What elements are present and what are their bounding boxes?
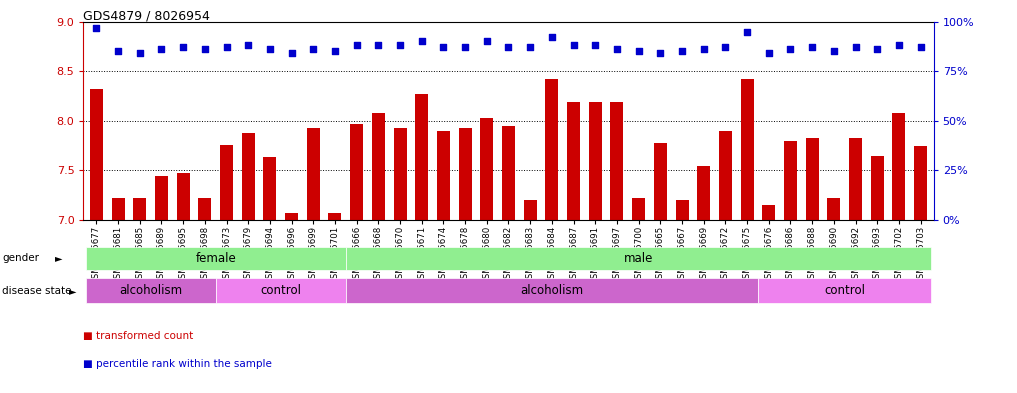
- Bar: [633, 198, 645, 220]
- Point: [847, 44, 863, 51]
- Text: control: control: [824, 284, 865, 298]
- Point: [326, 48, 343, 55]
- Bar: [763, 205, 775, 220]
- Bar: [285, 213, 298, 220]
- Point: [110, 48, 126, 55]
- Point: [500, 44, 517, 51]
- Point: [175, 44, 191, 51]
- Text: ■ percentile rank within the sample: ■ percentile rank within the sample: [83, 358, 273, 369]
- Bar: [589, 102, 602, 220]
- Point: [652, 50, 668, 57]
- Bar: [459, 128, 472, 220]
- Bar: [610, 102, 623, 220]
- Point: [457, 44, 473, 51]
- Text: male: male: [624, 252, 653, 265]
- Bar: [346, 278, 758, 303]
- Text: alcoholism: alcoholism: [521, 284, 584, 298]
- Point: [609, 46, 625, 53]
- Bar: [346, 247, 932, 270]
- Point: [240, 42, 256, 49]
- Bar: [85, 247, 346, 270]
- Bar: [719, 131, 732, 220]
- Bar: [524, 200, 537, 220]
- Point: [392, 42, 408, 49]
- Point: [717, 44, 733, 51]
- Bar: [437, 131, 450, 220]
- Point: [587, 42, 603, 49]
- Point: [414, 39, 430, 45]
- Text: alcoholism: alcoholism: [119, 284, 182, 298]
- Bar: [89, 89, 103, 220]
- Bar: [871, 156, 884, 220]
- Text: ►: ►: [69, 286, 76, 296]
- Bar: [85, 278, 216, 303]
- Bar: [914, 146, 928, 220]
- Point: [870, 46, 886, 53]
- Text: gender: gender: [2, 253, 39, 263]
- Point: [349, 42, 365, 49]
- Bar: [784, 141, 797, 220]
- Bar: [112, 198, 125, 220]
- Text: female: female: [195, 252, 236, 265]
- Text: GDS4879 / 8026954: GDS4879 / 8026954: [83, 10, 211, 23]
- Bar: [892, 113, 905, 220]
- Point: [522, 44, 538, 51]
- Point: [826, 48, 842, 55]
- Bar: [177, 173, 189, 220]
- Bar: [242, 133, 254, 220]
- Bar: [394, 128, 407, 220]
- Point: [696, 46, 712, 53]
- Bar: [220, 145, 233, 220]
- Text: control: control: [260, 284, 301, 298]
- Bar: [307, 128, 319, 220]
- Text: ■ transformed count: ■ transformed count: [83, 331, 193, 341]
- Bar: [827, 198, 840, 220]
- Point: [370, 42, 386, 49]
- Bar: [849, 138, 862, 220]
- Bar: [350, 124, 363, 220]
- Point: [912, 44, 929, 51]
- Text: disease state: disease state: [2, 286, 71, 296]
- Point: [739, 28, 756, 35]
- Bar: [216, 278, 346, 303]
- Bar: [502, 126, 515, 220]
- Point: [284, 50, 300, 57]
- Point: [154, 46, 170, 53]
- Point: [544, 34, 560, 40]
- Bar: [758, 278, 932, 303]
- Bar: [654, 143, 667, 220]
- Bar: [805, 138, 819, 220]
- Point: [196, 46, 213, 53]
- Point: [131, 50, 147, 57]
- Bar: [545, 79, 558, 220]
- Bar: [155, 176, 168, 220]
- Point: [219, 44, 235, 51]
- Bar: [198, 198, 212, 220]
- Point: [782, 46, 798, 53]
- Point: [565, 42, 582, 49]
- Point: [435, 44, 452, 51]
- Point: [479, 39, 495, 45]
- Point: [674, 48, 691, 55]
- Bar: [480, 118, 493, 220]
- Bar: [372, 113, 384, 220]
- Text: ►: ►: [55, 253, 62, 263]
- Point: [804, 44, 821, 51]
- Bar: [133, 198, 146, 220]
- Point: [261, 46, 278, 53]
- Point: [761, 50, 777, 57]
- Bar: [567, 102, 580, 220]
- Bar: [263, 156, 277, 220]
- Bar: [698, 165, 710, 220]
- Point: [631, 48, 647, 55]
- Bar: [328, 213, 342, 220]
- Point: [88, 24, 105, 31]
- Point: [891, 42, 907, 49]
- Point: [305, 46, 321, 53]
- Bar: [675, 200, 689, 220]
- Bar: [415, 94, 428, 220]
- Bar: [740, 79, 754, 220]
